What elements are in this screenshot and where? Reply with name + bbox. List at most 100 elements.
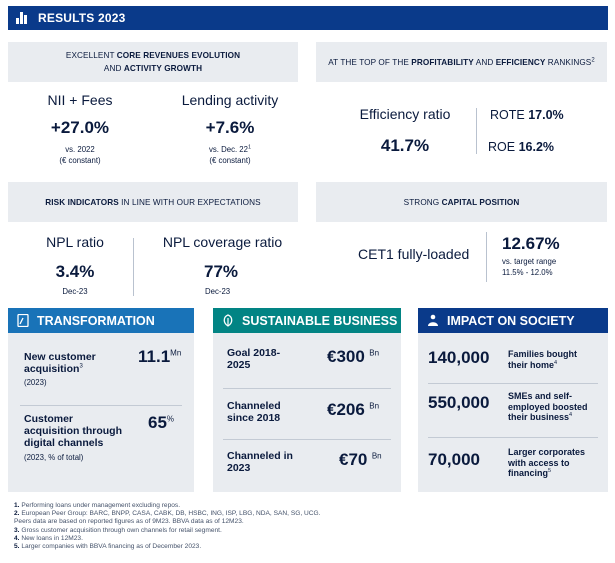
corporates-value: 70,000 (428, 450, 480, 469)
footnote-text: Gross customer acquisition through own c… (21, 526, 222, 534)
footnote-text: Peers data are based on reported figures… (14, 518, 244, 526)
lending-block: Lending activity +7.6% vs. Dec. 221 (€ c… (165, 92, 295, 166)
cet1-divider (486, 232, 487, 282)
footnote: 3. Gross customer acquisition through ow… (14, 527, 609, 535)
channeled-2023-value-wrap: €70 Bn (339, 450, 382, 470)
nii-value: +27.0% (50, 118, 110, 137)
rankings-header-bold2: EFFICIENCY (495, 57, 546, 67)
rote-label: ROTE (490, 108, 525, 122)
risk-header-post: IN LINE WITH OUR EXPECTATIONS (118, 197, 261, 207)
impact-title: IMPACT ON SOCIETY (447, 313, 575, 328)
lending-note1-wrap: vs. Dec. 221 (165, 144, 295, 155)
rankings-header-mid: AND (473, 57, 496, 67)
footnote-text: Performing loans under management exclud… (21, 502, 181, 509)
rote-block: ROTE 17.0% (490, 108, 564, 122)
impact-separator-2 (428, 437, 598, 438)
mobile-phone-icon (17, 314, 29, 327)
lending-note1: vs. Dec. 22 (208, 145, 248, 154)
npl-coverage-date: Dec-23 (205, 287, 231, 296)
revenues-header: EXCELLENT CORE REVENUES EVOLUTION AND AC… (8, 42, 298, 82)
nii-note1: vs. 2022 (65, 145, 95, 154)
nii-block: NII + Fees +27.0% vs. 2022 (€ constant) (20, 92, 140, 166)
lending-value: +7.6% (205, 118, 255, 137)
new-customer-value: 11.1 (138, 347, 171, 366)
digital-channels-block: Customer acquisition through digital cha… (24, 413, 124, 463)
channeled-2023-unit: Bn (371, 451, 382, 461)
families-value: 140,000 (428, 348, 490, 367)
sustainable-separator-2 (223, 439, 391, 440)
channeled-2023-value: €70 (339, 450, 368, 469)
lending-note1-sup: 1 (247, 144, 252, 151)
capital-header-bold: CAPITAL POSITION (441, 197, 520, 207)
nii-label: NII + Fees (47, 92, 113, 108)
cet1-value: 12.67% (502, 234, 560, 253)
footnote: 2. European Peer Group: BARC, BNPP, CASA… (14, 510, 609, 518)
footnote: 4. New loans in 12M23. (14, 535, 609, 543)
cet1-note1: vs. target range (502, 257, 557, 266)
new-customer-value-wrap: 11.1Mn (138, 347, 181, 367)
digital-channels-value: 65 (148, 413, 167, 432)
footnote-text: European Peer Group: BARC, BNPP, CASA, C… (21, 510, 321, 518)
roe-block: ROE 16.2% (488, 140, 554, 154)
footnote-number: 5. (14, 543, 20, 551)
transformation-title: TRANSFORMATION (37, 313, 155, 328)
new-customer-title: New customer acquisition (24, 351, 96, 375)
cet1-note2: 11.5% - 12.0% (502, 268, 553, 277)
revenues-header-mid: AND (103, 64, 124, 73)
smes-value: 550,000 (428, 393, 490, 412)
efficiency-divider (476, 108, 477, 154)
impact-body: 140,000 Families bought their home4 550,… (418, 333, 608, 492)
transformation-body: New customer acquisition3 (2023) 11.1Mn … (8, 333, 194, 492)
risk-header-bold: RISK INDICATORS (45, 197, 119, 207)
sustainable-title: SUSTAINABLE BUSINESS (242, 313, 398, 328)
capital-header-pre: STRONG (403, 197, 442, 207)
risk-header: RISK INDICATORS IN LINE WITH OUR EXPECTA… (8, 182, 298, 222)
goal-unit: Bn (369, 348, 380, 358)
impact-separator-1 (428, 383, 598, 384)
revenues-header-pre: EXCELLENT (65, 51, 117, 60)
npl-date: Dec-23 (62, 287, 88, 296)
digital-channels-sub: (2023, % of total) (24, 453, 84, 462)
footnote-text: New loans in 12M23. (21, 534, 83, 542)
nii-note2: (€ constant) (59, 156, 101, 165)
sustainable-header: SUSTAINABLE BUSINESS (213, 308, 401, 333)
leaf-icon (223, 314, 233, 327)
npl-coverage-value: 77% (204, 262, 239, 281)
lending-label: Lending activity (181, 92, 279, 108)
capital-header: STRONG CAPITAL POSITION (316, 182, 607, 222)
sustainable-separator-1 (223, 388, 391, 389)
efficiency-label: Efficiency ratio (359, 106, 451, 122)
lending-note2: (€ constant) (209, 156, 251, 165)
corporates-text: Larger corporates with access to financi… (508, 447, 586, 478)
footnote-number: 4. (14, 534, 20, 542)
channeled-since-value-wrap: €206 Bn (327, 400, 379, 420)
rankings-header: AT THE TOP OF THE PROFITABILITY AND EFFI… (316, 42, 607, 82)
bar-chart-icon (16, 12, 30, 24)
npl-label: NPL ratio (46, 234, 104, 250)
npl-coverage-label: NPL coverage ratio (162, 234, 283, 250)
revenues-header-bold1: CORE REVENUES EVOLUTION (116, 51, 241, 60)
roe-value: 16.2% (518, 140, 555, 154)
new-customer-sup: 3 (79, 363, 83, 370)
goal-title: Goal 2018-2025 (227, 347, 281, 371)
channeled-since-unit: Bn (369, 401, 380, 411)
digital-channels-unit: % (166, 414, 175, 424)
results-banner: RESULTS 2023 (8, 6, 608, 30)
channeled-since-value: €206 (327, 400, 365, 419)
smes-text: SMEs and self-employed boosted their bus… (508, 391, 588, 422)
npl-coverage-block: NPL coverage ratio 77% Dec-23 (150, 234, 295, 297)
banner-title: RESULTS 2023 (38, 11, 126, 25)
channeled-2023-title: Channeled in 2023 (227, 450, 293, 474)
cet1-label: CET1 fully-loaded (358, 246, 469, 264)
footnote-text: Larger companies with BBVA financing as … (21, 543, 202, 551)
npl-value: 3.4% (55, 262, 95, 281)
cet1-label-text: CET1 fully-loaded (358, 246, 470, 262)
rankings-header-post: RANKINGS (545, 57, 592, 67)
footnote: Peers data are based on reported figures… (14, 518, 609, 526)
revenues-header-bold2: ACTIVITY GROWTH (123, 64, 203, 73)
families-text-wrap: Families bought their home4 (508, 349, 598, 370)
sustainable-body: Goal 2018-2025 €300 Bn Channeled since 2… (213, 333, 401, 492)
footnote: 1. Performing loans under management exc… (14, 502, 609, 510)
digital-channels-title: Customer acquisition through digital cha… (24, 413, 122, 449)
rankings-header-bold1: PROFITABILITY (411, 57, 474, 67)
